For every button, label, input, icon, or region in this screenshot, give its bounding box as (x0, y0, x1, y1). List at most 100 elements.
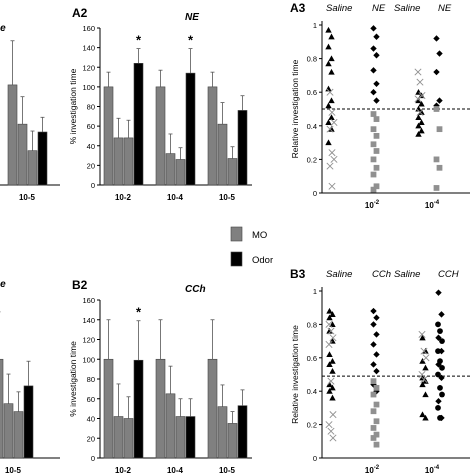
y-tick-label: 0.6 (307, 88, 317, 97)
y-tick-label: 0 (91, 454, 95, 463)
cross-stroke (418, 370, 426, 379)
x-tick-label: 10-4 (425, 465, 440, 474)
data-point-diamond (373, 351, 380, 358)
cross-stroke (328, 149, 336, 157)
data-point-triangle (325, 60, 332, 67)
cross-stroke (418, 92, 426, 100)
y-tick-label: 0.6 (307, 354, 317, 363)
data-point-cross (328, 149, 336, 157)
data-point-diamond (373, 331, 380, 338)
data-point-triangle (328, 68, 335, 75)
data-point-cross (330, 155, 338, 163)
y-tick-label: 0.8 (307, 55, 317, 64)
data-point-cross (325, 421, 333, 429)
cross-stroke (326, 88, 334, 96)
group-label: Saline (326, 3, 352, 14)
data-point-diamond (373, 97, 380, 104)
data-point-square (370, 171, 377, 178)
data-point-triangle (418, 100, 425, 107)
y-tick-label: 40 (87, 142, 95, 151)
data-point-square (370, 186, 377, 193)
cross-stroke (328, 108, 336, 116)
data-point-diamond (433, 68, 440, 76)
bar-panel-b1: ne 10-5 (0, 279, 60, 474)
panel-title: NE (185, 12, 199, 23)
x-tick-label: 10-2 (115, 466, 132, 474)
legend-swatch (230, 251, 243, 267)
y-tick-label: 140 (82, 316, 95, 325)
data-point-triangle (419, 334, 426, 341)
bar (237, 405, 248, 459)
bar (7, 84, 18, 186)
bar (175, 159, 186, 186)
panel-label: B2 (72, 278, 88, 292)
data-point-diamond (438, 311, 445, 318)
group-label: CCH (438, 269, 459, 280)
y-tick-label: 160 (82, 296, 95, 305)
bar (23, 385, 34, 459)
data-point-cross (325, 320, 333, 328)
legend-label: Odor (252, 255, 273, 266)
data-point-diamond (373, 52, 380, 59)
x-tick-label: 10-2 (365, 200, 380, 210)
data-point-circle (435, 371, 441, 378)
y-tick-label: 0.2 (307, 421, 317, 430)
x-tick-label: 10-5 (219, 466, 236, 474)
y-tick-label: 160 (82, 24, 95, 33)
bar (165, 153, 176, 186)
group-label: Saline (394, 3, 420, 14)
data-point-diamond (370, 89, 377, 96)
y-tick-label: 0 (313, 189, 317, 198)
cross-stroke (418, 330, 426, 338)
data-point-cross (326, 125, 334, 133)
data-point-triangle (329, 367, 336, 374)
data-point-cross (418, 330, 426, 338)
y-tick-label: 0.4 (307, 122, 317, 131)
data-point-triangle (419, 411, 426, 418)
bar (133, 359, 144, 459)
data-point-diamond (436, 50, 443, 57)
x-tick-label: 10-2 (115, 193, 132, 202)
cross-stroke (416, 108, 424, 116)
data-point-cross (325, 340, 333, 348)
y-axis-label: % investigation time (68, 68, 78, 144)
data-point-diamond (370, 321, 377, 328)
group-label: Saline (394, 269, 420, 280)
x-tick-superscript: -4 (434, 200, 440, 206)
x-tick-superscript: -2 (374, 465, 380, 471)
data-point-square (373, 441, 380, 448)
x-tick-label: 10-4 (167, 193, 184, 202)
bar (185, 72, 196, 186)
data-point-triangle (329, 321, 336, 327)
y-tick-label: 100 (82, 83, 95, 92)
x-tick-label: 10-5 (5, 466, 22, 474)
significance-marker: * (136, 305, 142, 320)
data-point-circle (439, 338, 445, 344)
y-tick-label: 80 (87, 103, 95, 112)
panel-title: CCh (185, 284, 206, 295)
data-point-cross (328, 182, 336, 190)
data-point-triangle (329, 394, 336, 401)
data-point-triangle (325, 119, 332, 125)
data-point-triangle (326, 361, 333, 368)
y-tick-label: 0.8 (307, 320, 317, 329)
cross-stroke (422, 354, 430, 362)
data-point-cross (420, 347, 428, 355)
bar (217, 406, 228, 459)
cross-stroke (325, 421, 333, 429)
x-tick-label: 10-5 (19, 193, 36, 202)
x-tick-superscript: -4 (434, 465, 440, 471)
bar (103, 358, 114, 459)
data-point-square (370, 126, 377, 133)
bar (113, 416, 124, 459)
data-point-diamond (373, 314, 380, 321)
bar (0, 358, 4, 459)
cross-stroke (328, 182, 336, 190)
cross-stroke (414, 95, 422, 103)
data-point-square (370, 141, 377, 148)
bar (13, 411, 24, 459)
data-point-cross (327, 427, 335, 435)
data-point-triangle (329, 311, 336, 317)
x-tick-label: 10-4 (167, 466, 184, 474)
data-point-triangle (325, 139, 332, 146)
